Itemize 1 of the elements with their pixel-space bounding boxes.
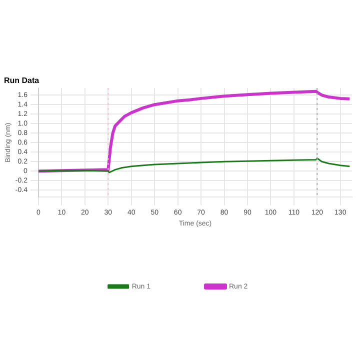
chart-title: Run Data <box>4 76 40 85</box>
